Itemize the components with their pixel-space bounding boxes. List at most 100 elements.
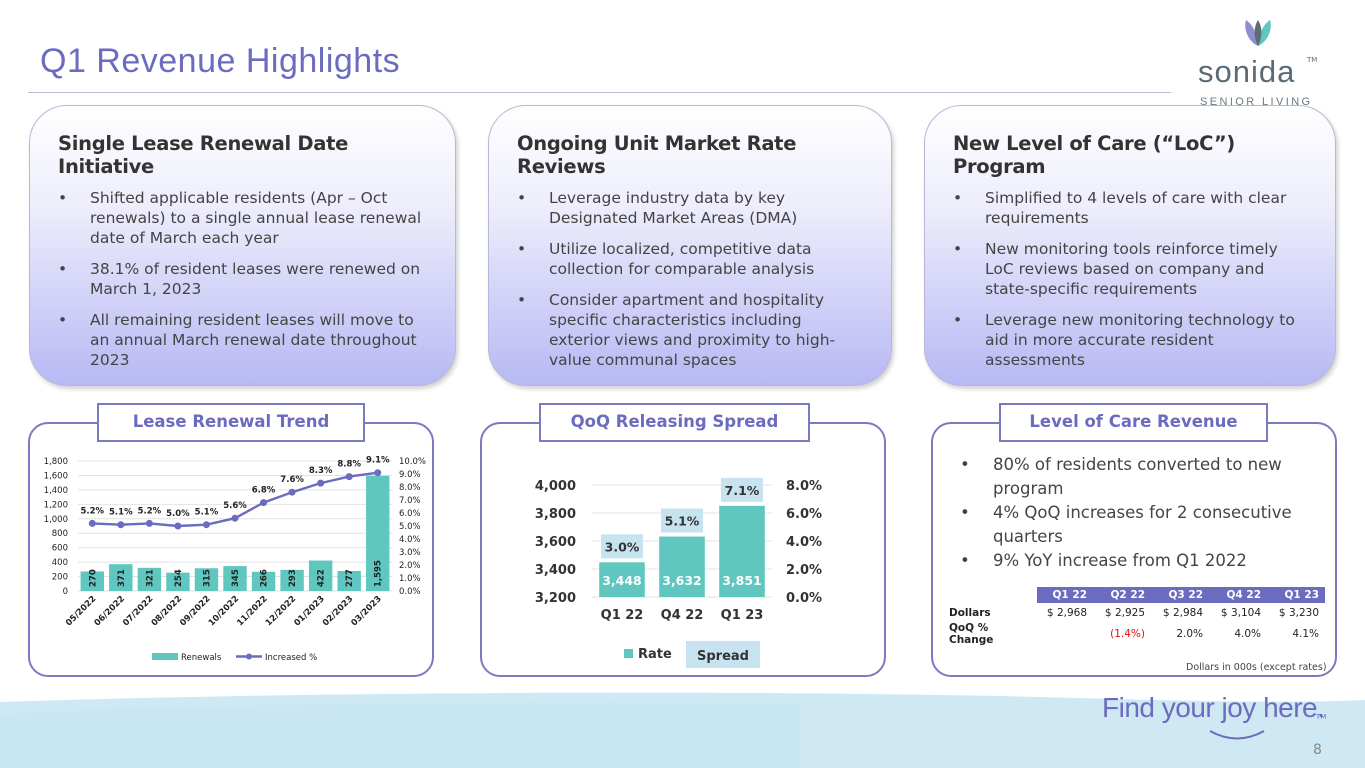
bar: [80, 571, 104, 591]
panel-qoq-spread: 4,000 3,800 3,600 3,400 3,200 8.0% 6.0% 4.0% 2.0…: [480, 422, 886, 677]
table-cell: $ 2,925: [1104, 606, 1145, 619]
bar: [366, 475, 390, 591]
y2-tick-label: 2.0%: [399, 561, 421, 571]
sonida-logo: sonida TM SENIOR LIVING: [1190, 14, 1335, 108]
table-cell: $ 2,968: [1046, 606, 1087, 619]
y-tick-label: 0: [63, 587, 68, 597]
y-tick-label: 1,200: [44, 500, 68, 510]
table-header: Q1 23: [1267, 587, 1325, 603]
line-point: [88, 519, 96, 527]
tagline-trademark: TM: [1316, 713, 1327, 721]
bar: [109, 564, 133, 591]
line-data-label: 8.3%: [309, 466, 333, 476]
row-label: QoQ % Change: [949, 622, 994, 646]
panel-lease-renewal-trend: 1,800 1,600 1,400 1,200 1,000 800 600 400 200 0 10…: [28, 422, 434, 677]
table-header-row: Q1 22 Q2 22 Q3 22 Q4 22 Q1 23: [945, 587, 1325, 603]
spread-label-box: [661, 508, 703, 533]
title-divider: [28, 92, 1171, 93]
card-bullet: • Leverage industry data by key Designate…: [517, 189, 798, 227]
y-tick-label: 4,000: [535, 479, 576, 494]
line-data-label: 5.1%: [109, 508, 133, 518]
loc-revenue-table: Q1 22 Q2 22 Q3 22 Q4 22 Q1 23 Dollars $ …: [945, 587, 1325, 646]
y2-tick-label: 4.0%: [399, 535, 421, 545]
y2-tick-label: 10.0%: [399, 457, 426, 467]
y-tick-label: 400: [52, 558, 68, 568]
line-point: [231, 514, 239, 522]
table-cell: (1.4%): [1110, 628, 1145, 640]
bar: [659, 536, 705, 597]
legend-label: Rate: [638, 647, 672, 662]
table-header: Q3 22: [1151, 587, 1209, 603]
logo-wordmark: sonida: [1198, 54, 1296, 89]
card-bullet: • All remaining resident leases will move…: [58, 311, 417, 369]
footer-tagline: Find your joy here.: [1102, 692, 1325, 723]
lease-renewal-chart: 1,800 1,600 1,400 1,200 1,000 800 600 400 200 0 10…: [44, 456, 426, 663]
x-tick-label: Q4 22: [661, 608, 704, 623]
y-tick-label: 3,200: [535, 591, 576, 606]
table-cell: $ 3,230: [1278, 606, 1319, 619]
x-tick-label: Q1 23: [721, 608, 764, 623]
card-bullet: • 38.1% of resident leases were renewed o…: [58, 260, 421, 298]
bar: [194, 568, 219, 591]
spread-label-box: [601, 534, 643, 559]
line-data-label: 9.1%: [366, 456, 390, 466]
panel-level-of-care-revenue: [931, 422, 1337, 677]
line-point: [260, 499, 268, 507]
loc-bullet: • 9% YoY increase from Q1 2022: [960, 551, 1247, 570]
bar-value-label: 293: [288, 569, 298, 587]
bar-value-label: 315: [202, 569, 212, 587]
y2-tick-label: 3.0%: [399, 548, 421, 558]
card-heading: Single Lease Renewal Date Initiative: [58, 132, 349, 178]
bar: [308, 560, 333, 591]
bar-value-label: 422: [317, 569, 327, 587]
y-tick-label: 600: [52, 544, 68, 554]
bar: [719, 505, 765, 597]
panel-title-lease: Lease Renewal Trend: [97, 403, 365, 442]
bar: [280, 569, 304, 591]
line-point: [345, 473, 353, 481]
table-cell: [1037, 622, 1093, 646]
loc-bullet: • 4% QoQ increases for 2 consecutive quar…: [960, 503, 1292, 546]
table-cell: 4.1%: [1292, 628, 1319, 640]
card-heading: Ongoing Unit Market Rate Reviews: [517, 132, 797, 178]
qoq-spread-chart: 4,000 3,800 3,600 3,400 3,200 8.0% 6.0% 4.0% 2.0…: [535, 477, 822, 668]
bar-value-label: 345: [231, 569, 241, 587]
line-point: [202, 521, 210, 529]
bar-value-label: 1,595: [374, 560, 384, 587]
bar-value-label: 371: [117, 569, 127, 587]
card-bullet: • Consider apartment and hospitality spec…: [517, 291, 836, 369]
loc-bullet-list: • 80% of residents converted to new progr…: [960, 453, 1310, 573]
y2-tick-label: 4.0%: [786, 535, 822, 550]
bar-value-label: 270: [88, 569, 98, 587]
card-lease-renewal: Single Lease Renewal Date Initiative • Sh…: [29, 105, 456, 386]
legend-swatch: [686, 641, 760, 668]
y2-tick-label: 2.0%: [786, 563, 822, 578]
y2-tick-label: 8.0%: [786, 479, 822, 494]
x-tick-label: 03/2023: [349, 594, 383, 628]
table-cell: $ 3,104: [1220, 606, 1261, 619]
card-heading: New Level of Care (“LoC”) Program: [953, 132, 1235, 178]
bar: [137, 567, 162, 591]
table-header: Q1 22: [1037, 587, 1093, 603]
spread-data-label: 7.1%: [725, 483, 760, 498]
bar: [599, 562, 645, 597]
bar: [337, 570, 361, 591]
line-point: [374, 469, 382, 477]
bar: [166, 572, 190, 591]
bar-value-label: 3,851: [722, 573, 762, 588]
row-label: Dollars: [949, 606, 991, 619]
y2-tick-label: 7.0%: [399, 496, 421, 506]
bar-value-label: 254: [174, 569, 184, 587]
line-data-label: 5.6%: [223, 501, 247, 511]
bar-value-label: 3,448: [602, 573, 642, 588]
card-bullet: • Shifted applicable residents (Apr – Oct…: [58, 189, 422, 247]
table-header: Q4 22: [1209, 587, 1267, 603]
line-point: [174, 522, 182, 530]
y2-tick-label: 1.0%: [399, 574, 421, 584]
line-point: [317, 479, 325, 487]
legend-swatch: [624, 649, 633, 658]
y2-tick-label: 5.0%: [399, 522, 421, 532]
y-tick-label: 3,800: [535, 507, 576, 522]
table-row: QoQ % Change (1.4%) 2.0% 4.0% 4.1%: [945, 622, 1325, 646]
smile-icon: [1209, 730, 1265, 740]
